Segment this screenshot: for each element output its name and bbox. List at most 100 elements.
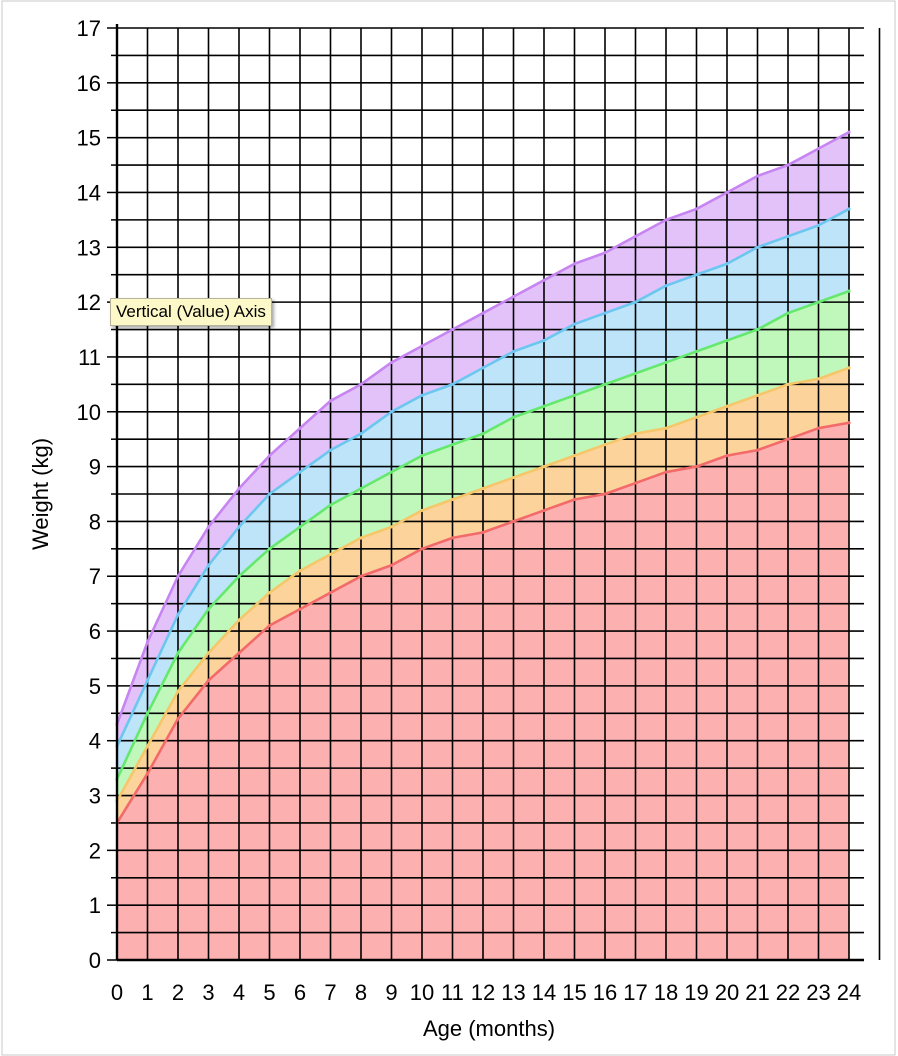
series-1-point bbox=[237, 486, 241, 491]
series-2-point bbox=[450, 382, 455, 386]
series-2-point bbox=[542, 338, 546, 343]
series-3-point bbox=[420, 454, 424, 458]
series-1-point bbox=[572, 262, 577, 266]
series-2-point bbox=[633, 300, 638, 304]
series-1-point bbox=[511, 295, 516, 299]
y-tick-label: 14 bbox=[77, 180, 101, 205]
series-3-point bbox=[725, 338, 729, 343]
series-2-point bbox=[511, 349, 516, 354]
series-1-point bbox=[328, 399, 333, 403]
series-3-point bbox=[664, 360, 668, 365]
x-tick-label: 0 bbox=[111, 980, 123, 1005]
series-3-point bbox=[633, 371, 638, 375]
series-2-point bbox=[420, 393, 424, 397]
y-axis-title: Weight (kg) bbox=[28, 438, 53, 550]
x-tick-label: 9 bbox=[385, 980, 397, 1005]
x-tick-label: 5 bbox=[263, 980, 275, 1005]
y-tick-label: 7 bbox=[89, 564, 101, 589]
series-1-point bbox=[389, 360, 394, 365]
series-1-point bbox=[847, 130, 851, 134]
y-tick-label: 15 bbox=[77, 126, 101, 151]
series-4-point bbox=[420, 508, 424, 513]
series-5-point bbox=[847, 421, 851, 425]
series-1-point bbox=[664, 218, 668, 222]
series-4-point bbox=[725, 404, 729, 408]
series-5-point bbox=[725, 454, 729, 458]
series-5-point bbox=[816, 426, 821, 430]
series-2-point bbox=[176, 613, 180, 617]
series-2-point bbox=[359, 432, 363, 436]
series-1-point bbox=[755, 174, 760, 178]
series-5-point bbox=[298, 607, 302, 611]
series-3-point bbox=[237, 574, 241, 578]
series-2-point bbox=[328, 448, 333, 452]
series-5-point bbox=[694, 464, 699, 469]
series-3-point bbox=[145, 711, 150, 715]
y-tick-label: 12 bbox=[77, 290, 101, 315]
x-tick-label: 13 bbox=[501, 980, 525, 1005]
series-1-point bbox=[206, 525, 211, 529]
series-1-point bbox=[633, 234, 638, 238]
series-4-point bbox=[816, 377, 821, 381]
series-5-point bbox=[145, 772, 150, 776]
series-2-point bbox=[389, 410, 394, 414]
series-3-point bbox=[511, 415, 516, 419]
y-tick-label: 10 bbox=[77, 400, 101, 425]
series-3-point bbox=[176, 651, 180, 655]
series-2-point bbox=[816, 223, 821, 227]
x-tick-label: 11 bbox=[441, 980, 464, 1005]
series-3-point bbox=[359, 486, 363, 491]
series-2-point bbox=[206, 563, 211, 567]
series-5-point bbox=[603, 492, 607, 496]
axes[interactable] bbox=[115, 24, 864, 962]
series-3-point bbox=[450, 443, 455, 447]
series-2-point bbox=[572, 322, 577, 326]
series-4-point bbox=[267, 591, 272, 595]
series-3-point bbox=[481, 432, 485, 436]
series-1-point bbox=[267, 454, 272, 458]
series-5-point bbox=[755, 448, 760, 452]
series-2-point bbox=[847, 207, 851, 211]
y-tick-label: 2 bbox=[89, 838, 101, 863]
series-5-point bbox=[633, 481, 638, 485]
series-3-point bbox=[847, 289, 851, 293]
y-tick-label: 11 bbox=[78, 345, 101, 370]
series-1-point bbox=[694, 207, 699, 211]
series-4-point bbox=[237, 618, 241, 622]
series-3-point bbox=[603, 382, 607, 386]
axis-tooltip: Vertical (Value) Axis bbox=[110, 298, 272, 326]
series-3-point bbox=[298, 525, 302, 529]
x-tick-label: 2 bbox=[172, 980, 184, 1005]
x-tick-label: 4 bbox=[233, 980, 245, 1005]
series-1-point bbox=[816, 147, 821, 151]
y-tick-label: 6 bbox=[89, 619, 101, 644]
series-4-point bbox=[755, 393, 760, 397]
series-3-point bbox=[267, 547, 272, 551]
y-tick-label: 13 bbox=[77, 235, 101, 260]
series-3-point bbox=[786, 311, 790, 315]
series-3-point bbox=[694, 349, 699, 354]
y-tick-label: 0 bbox=[89, 948, 101, 973]
series-4-point bbox=[511, 475, 516, 480]
x-tick-label: 8 bbox=[355, 980, 367, 1005]
series-3-point bbox=[755, 327, 760, 332]
series-4-point bbox=[328, 552, 333, 556]
series-4-point bbox=[481, 486, 485, 491]
series-4-point bbox=[145, 744, 150, 748]
series-5-point bbox=[389, 563, 394, 567]
series-4-point bbox=[389, 525, 394, 529]
series-1-point bbox=[450, 327, 455, 332]
x-tick-label: 14 bbox=[532, 980, 556, 1005]
x-tick-label: 12 bbox=[471, 980, 495, 1005]
series-2-point bbox=[603, 311, 607, 315]
x-tick-label: 7 bbox=[324, 980, 336, 1005]
series-3-point bbox=[572, 393, 577, 397]
x-tick-label: 10 bbox=[410, 980, 434, 1005]
x-tick-label: 17 bbox=[623, 980, 647, 1005]
series-4-point bbox=[298, 569, 302, 573]
series-4-point bbox=[694, 415, 699, 419]
series-5-point bbox=[664, 470, 668, 474]
series-5-point bbox=[542, 508, 546, 513]
series-4-point bbox=[206, 651, 211, 655]
